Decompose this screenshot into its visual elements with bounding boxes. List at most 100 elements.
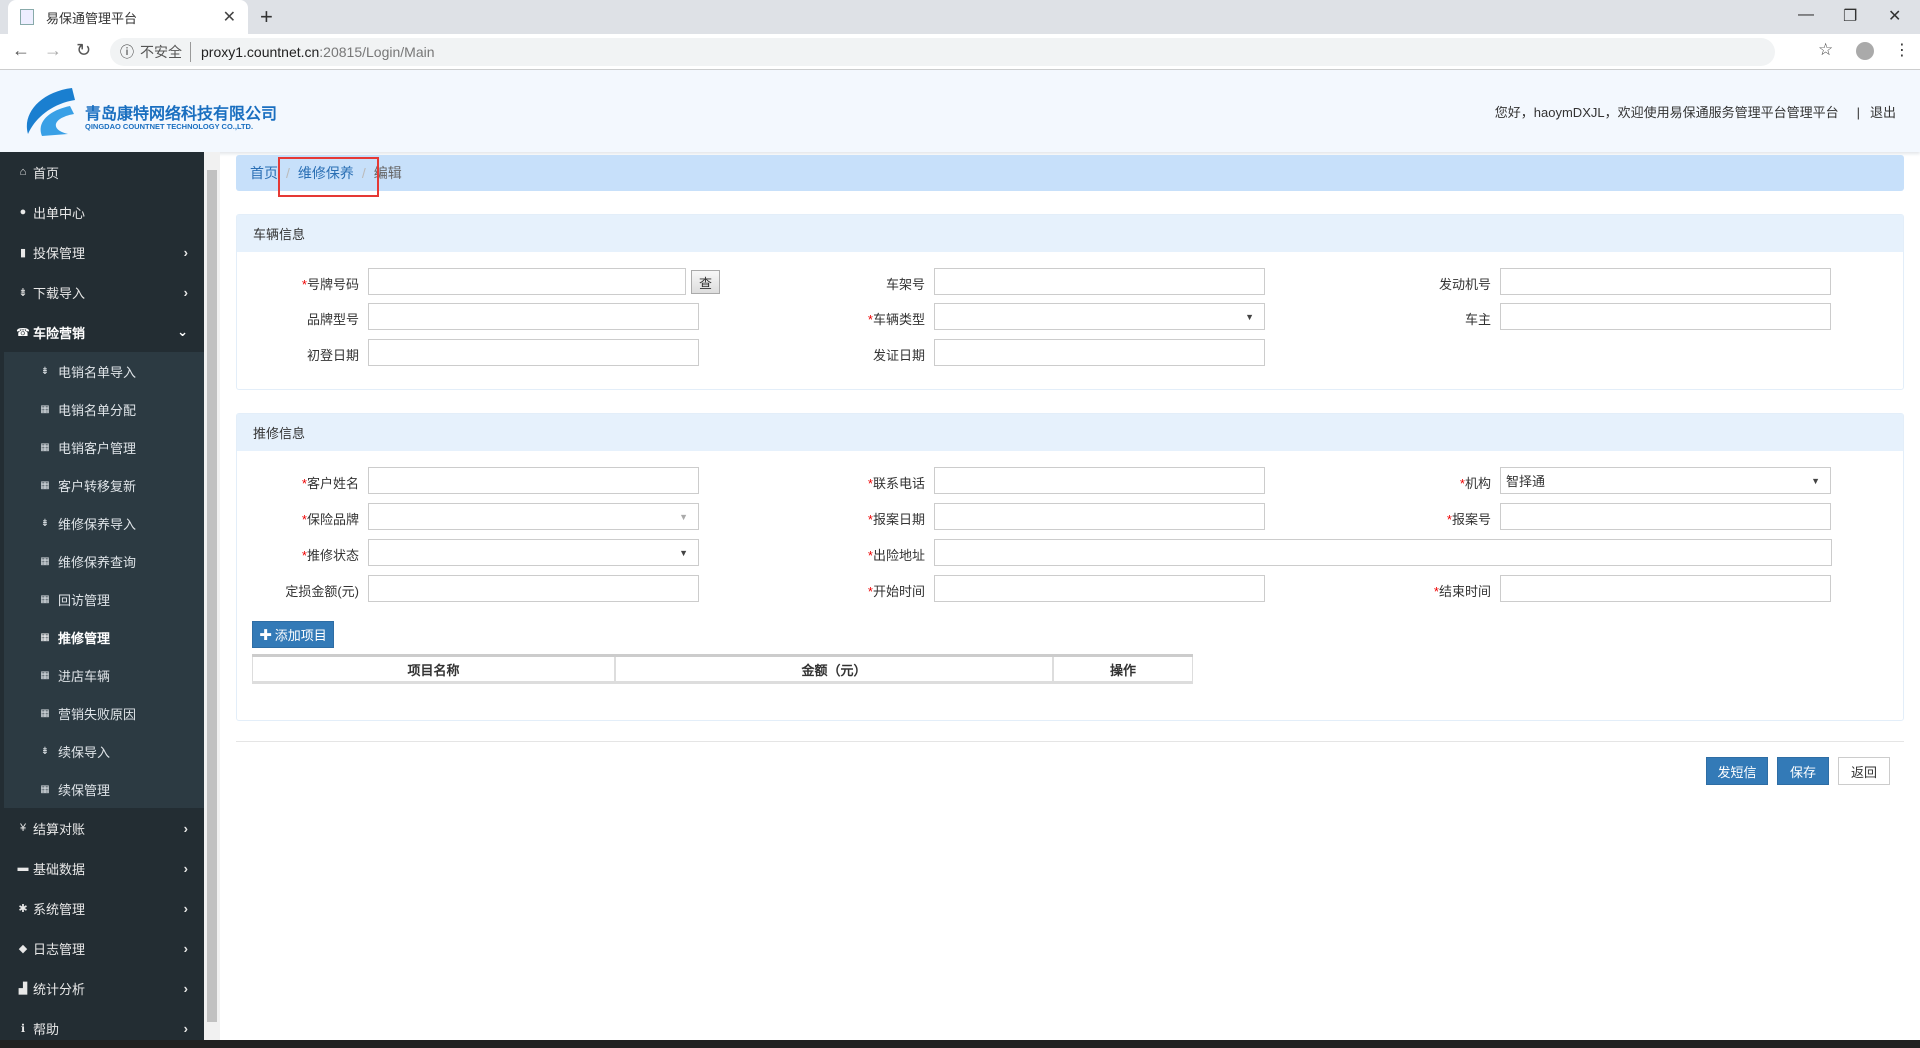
report-number-input[interactable] <box>1500 503 1831 530</box>
start-time-input[interactable] <box>934 575 1265 602</box>
breadcrumb-home[interactable]: 首页 <box>250 165 278 181</box>
sidebar-subitem[interactable]: ▦ 营销失败原因 <box>4 694 204 732</box>
phone-input[interactable] <box>934 467 1265 494</box>
accident-address-input[interactable] <box>934 539 1832 566</box>
restore-icon[interactable]: ❐ <box>1843 8 1858 25</box>
sidebar-item[interactable]: ● 出单中心 <box>0 192 204 232</box>
address-bar[interactable]: ⓘ 不安全 proxy1.countnet.cn:20815/Login/Main <box>110 38 1775 66</box>
column-header-amount: 金额（元） <box>615 657 1053 681</box>
close-window-icon[interactable]: ✕ <box>1888 8 1902 25</box>
field-label-text: 报案日期 <box>872 512 925 527</box>
sidebar-item[interactable]: ℹ 帮助 › <box>0 1008 204 1048</box>
sidebar-subitem[interactable]: ⇟ 维修保养导入 <box>4 504 204 542</box>
close-tab-icon[interactable]: ✕ <box>222 9 236 26</box>
sidebar-item[interactable]: ✱ 系统管理 › <box>0 888 204 928</box>
report-date-input[interactable] <box>934 503 1265 530</box>
field-label: 车主 <box>1361 309 1491 328</box>
new-tab-button[interactable]: + <box>260 4 273 29</box>
dropdown-arrow-icon: ▼ <box>679 547 688 558</box>
sidebar-item-label: 基础数据 <box>33 861 86 877</box>
forward-icon[interactable]: → <box>44 40 62 60</box>
url-host: proxy1.countnet.cn <box>201 44 320 60</box>
grid-icon: ▦ <box>40 479 50 491</box>
sidebar-subitem[interactable]: ▦ 维修保养查询 <box>4 542 204 580</box>
save-button[interactable]: 保存 <box>1777 757 1829 785</box>
owner-input[interactable] <box>1500 303 1831 330</box>
field-label-text: 出险地址 <box>872 548 925 563</box>
sidebar-subitem[interactable]: ▦ 电销客户管理 <box>4 428 204 466</box>
logout-link[interactable]: 退出 <box>1869 105 1896 120</box>
company-name-en: QINGDAO COUNTNET TECHNOLOGY CO.,LTD. <box>85 122 254 131</box>
sidebar-subitem[interactable]: ▦ 进店车辆 <box>4 656 204 694</box>
check-plate-button[interactable]: 查 <box>691 270 720 294</box>
sidebar-item[interactable]: ⌂ 首页 <box>0 152 204 192</box>
required-marker: * <box>1433 584 1439 599</box>
insurance-brand-select[interactable]: ▼ <box>368 503 699 530</box>
vin-input[interactable] <box>934 268 1265 295</box>
brand-model-input[interactable] <box>368 303 699 330</box>
minimize-icon[interactable]: — <box>1798 6 1814 23</box>
add-item-button[interactable]: ✚ 添加项目 <box>252 621 334 648</box>
sidebar-item[interactable]: ☎ 车险营销 ⌄ <box>0 312 204 352</box>
sidebar-item[interactable]: ▬ 基础数据 › <box>0 848 204 888</box>
sidebar-subitem-label: 电销名单导入 <box>58 364 137 380</box>
customer-name-input[interactable] <box>368 467 699 494</box>
vehicle-type-select[interactable]: ▼ <box>934 303 1265 330</box>
dropdown-arrow-icon: ▼ <box>679 511 688 522</box>
sidebar-subitem-label: 续保导入 <box>58 744 111 760</box>
send-sms-button[interactable]: 发短信 <box>1706 757 1768 785</box>
field-label-text: 发证日期 <box>872 348 925 363</box>
sidebar-item[interactable]: ▮ 投保管理 › <box>0 232 204 272</box>
bookmark-star-icon[interactable]: ☆ <box>1818 40 1834 59</box>
field-label: 定损金额(元) <box>229 581 359 600</box>
reload-icon[interactable]: ↻ <box>76 40 92 60</box>
grid-icon: ▦ <box>40 441 50 453</box>
sidebar-subitem[interactable]: ⇟ 续保导入 <box>4 732 204 770</box>
sidebar-subitem[interactable]: ▦ 推修管理 <box>4 618 204 656</box>
repair-status-select[interactable]: ▼ <box>368 539 699 566</box>
issue-date-input[interactable] <box>934 339 1265 366</box>
back-button[interactable]: 返回 <box>1838 757 1890 785</box>
field-label-text: 初登日期 <box>306 348 359 363</box>
required-marker: * <box>1459 476 1465 491</box>
sidebar-subitem[interactable]: ▦ 回访管理 <box>4 580 204 618</box>
sidebar: ⌂ 首页 ● 出单中心 ▮ 投保管理 › ⇟ 下载导入 › ☎ 车险营销 ⌄ ⇟ 电销名单导入 ▦ 电销名单分… <box>0 152 204 1048</box>
loss-amount-input[interactable] <box>368 575 699 602</box>
end-time-input[interactable] <box>1500 575 1831 602</box>
field-label: *报案日期 <box>795 509 925 528</box>
sidebar-item[interactable]: ⇟ 下载导入 › <box>0 272 204 312</box>
grid-icon: ▦ <box>40 783 50 795</box>
chevron-right-icon: › <box>183 900 188 916</box>
sidebar-item[interactable]: ¥ 结算对账 › <box>0 808 204 848</box>
sidebar-subitem[interactable]: ▦ 客户转移复新 <box>4 466 204 504</box>
home-icon: ⌂ <box>19 166 27 178</box>
sidebar-subitem[interactable]: ▦ 续保管理 <box>4 770 204 808</box>
sidebar-subitem[interactable]: ▦ 电销名单分配 <box>4 390 204 428</box>
required-marker: * <box>301 277 307 292</box>
engine-number-input[interactable] <box>1500 268 1831 295</box>
organization-select[interactable]: 智择通 ▼ <box>1500 467 1831 494</box>
profile-avatar[interactable] <box>1856 42 1874 60</box>
sidebar-item[interactable]: ▟ 统计分析 › <box>0 968 204 1008</box>
browser-tab[interactable]: 易保通管理平台 ✕ <box>8 0 248 34</box>
sidebar-subitem[interactable]: ⇟ 电销名单导入 <box>4 352 204 390</box>
registration-date-input[interactable] <box>368 339 699 366</box>
bar-chart-icon: ▟ <box>18 982 28 995</box>
sidebar-subitem-label: 电销名单分配 <box>58 402 137 418</box>
highlight-box <box>278 157 379 197</box>
field-label: *车辆类型 <box>795 309 925 328</box>
field-label-text: 推修状态 <box>306 548 359 563</box>
sidebar-scrollbar[interactable] <box>204 152 220 1040</box>
grid-icon: ▦ <box>40 631 50 643</box>
sidebar-item-label: 系统管理 <box>33 901 86 917</box>
user-welcome: 您好，haoymDXJL，欢迎使用易保通服务管理平台管理平台 | 退出 <box>1494 105 1896 120</box>
back-icon[interactable]: ← <box>12 40 30 60</box>
sidebar-item[interactable]: ◆ 日志管理 › <box>0 928 204 968</box>
dropdown-arrow-icon: ▼ <box>1811 475 1820 486</box>
menu-icon[interactable]: ⋮ <box>1894 42 1910 59</box>
plate-number-input[interactable] <box>368 268 686 295</box>
breadcrumb-section[interactable]: 维修保养 <box>297 165 354 181</box>
field-label-text: 车架号 <box>885 277 925 292</box>
field-label-text: 车辆类型 <box>872 312 925 327</box>
divider <box>236 741 1904 742</box>
